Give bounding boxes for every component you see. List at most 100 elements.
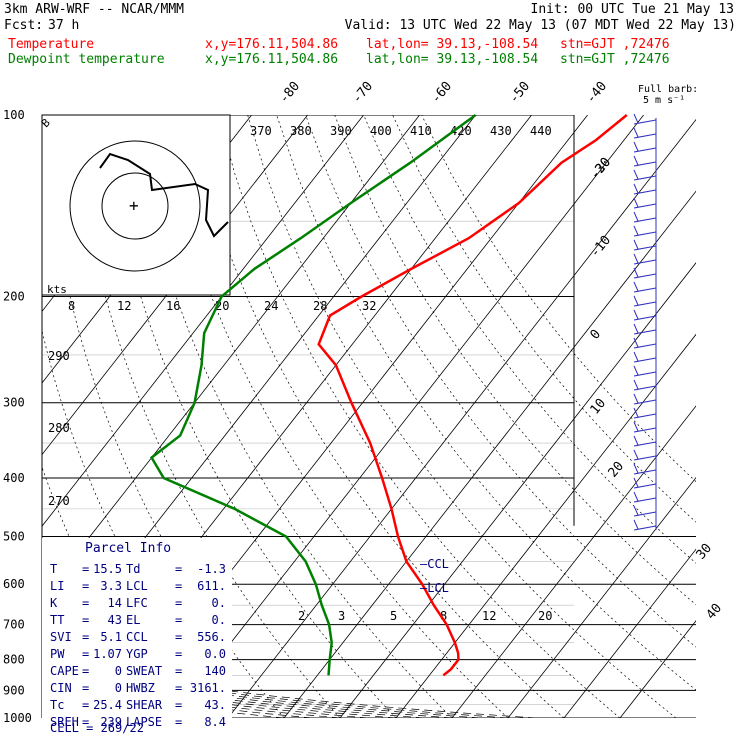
parcel-value-8: 25.4 xyxy=(93,698,122,712)
parcel-key-4: SVI xyxy=(50,630,72,644)
parcel-key-1: LI xyxy=(50,579,64,593)
temp-latlon: lat,lon= 39.13,-108.54 xyxy=(366,37,539,52)
parcel-value2-5: 0.0 xyxy=(204,647,226,661)
mixratio-label-12: 12 xyxy=(482,609,496,623)
pressure-label-400: 400 xyxy=(3,471,25,485)
parcel-eq-6: = xyxy=(82,664,89,678)
parcel-key2-8: SHEAR xyxy=(126,698,163,712)
wind-barb xyxy=(633,211,657,223)
parcel-value-5: 1.07 xyxy=(93,647,122,661)
dry-adiabat-30 xyxy=(160,115,509,718)
parcel-key2-1: LCL xyxy=(126,579,148,593)
parcel-value-3: 43 xyxy=(108,613,122,627)
parcel-eq-0: = xyxy=(82,562,89,576)
parcel-value-2: 14 xyxy=(108,596,122,610)
parcel-eq2-2: = xyxy=(175,596,182,610)
dry-adiabat-40 xyxy=(189,115,565,718)
parcel-key2-7: HWBZ xyxy=(126,681,155,695)
wind-barb xyxy=(633,421,657,433)
theta-label-390: 390 xyxy=(330,124,352,138)
theta-label-410: 410 xyxy=(410,124,432,138)
pressure-label-500: 500 xyxy=(3,529,25,543)
dry-adiabat-120 xyxy=(421,115,696,483)
mixratio-label-2: 2 xyxy=(298,609,305,623)
model-title: 3km ARW-WRF -- NCAR/MMM xyxy=(4,2,185,17)
dry-adiabat-80 xyxy=(305,115,696,648)
wind-barb xyxy=(633,267,657,279)
theta-side-label-0: 290 xyxy=(48,349,70,363)
parcel-key-6: CAPE xyxy=(50,664,79,678)
parcel-value-0: 15.5 xyxy=(93,562,122,576)
fcst-label: Fcst: xyxy=(4,18,44,33)
parcel-eq-2: = xyxy=(82,596,89,610)
hodo-ring-label-12: 12 xyxy=(117,299,131,313)
dry-adiabat-60 xyxy=(247,115,677,718)
temp-stn: stn=GJT ,72476 xyxy=(560,37,670,52)
wind-barb xyxy=(633,435,657,447)
wind-barb xyxy=(633,379,657,391)
dry-adiabat-10 xyxy=(102,115,397,718)
parcel-eq2-9: = xyxy=(175,715,182,729)
parcel-key2-0: Td xyxy=(126,562,140,576)
wind-barb xyxy=(633,505,657,517)
temp-label-top-1: -70 xyxy=(350,79,377,107)
temp-label-top-3: -50 xyxy=(507,79,534,107)
isotherm-30 xyxy=(507,476,696,718)
wind-barb xyxy=(633,239,657,251)
isotherm-40 xyxy=(563,548,696,718)
profile-dewpoint xyxy=(149,113,477,676)
parcel-key-3: TT xyxy=(50,613,64,627)
parcel-title: Parcel Info xyxy=(85,541,171,556)
hodo-ring-label-28: 28 xyxy=(313,299,327,313)
dew-latlon: lat,lon= 39.13,-108.54 xyxy=(366,52,539,67)
theta-label-370: 370 xyxy=(250,124,272,138)
wind-barb xyxy=(633,491,657,503)
dry-adiabat-110 xyxy=(392,115,696,523)
wind-barb xyxy=(633,183,657,195)
hodograph-trace xyxy=(99,152,229,238)
fcst-value: 37 h xyxy=(48,18,80,33)
pressure-label-100: 100 xyxy=(3,108,25,122)
parcel-value2-3: 0. xyxy=(212,613,226,627)
isotherm-10 xyxy=(395,333,696,718)
hodo-ring-label-16: 16 xyxy=(166,299,180,313)
init-time: Init: 00 UTC Tue 21 May 13 xyxy=(530,2,735,17)
wind-barb xyxy=(633,295,657,307)
dewpoint-legend: Dewpoint temperature xyxy=(8,52,165,67)
parcel-eq-7: = xyxy=(82,681,89,695)
parcel-eq2-5: = xyxy=(175,647,182,661)
wind-barb xyxy=(633,141,657,153)
dry-adiabat-100 xyxy=(363,115,696,564)
parcel-cell: CELL = 269/22 xyxy=(50,721,144,735)
wind-barb xyxy=(633,169,657,181)
parcel-eq-5: = xyxy=(82,647,89,661)
pressure-label-1000: 1000 xyxy=(3,711,32,725)
isotherm--70 xyxy=(42,115,420,599)
parcel-key2-9: LAPSE xyxy=(126,715,162,729)
theta-label-400: 400 xyxy=(370,124,392,138)
pressure-label-600: 600 xyxy=(3,577,25,591)
barb-unit: 5 m s⁻¹ xyxy=(643,95,685,106)
mixratio-label-8: 8 xyxy=(440,609,447,623)
wind-barb xyxy=(633,351,657,363)
wind-barb xyxy=(633,519,657,531)
parcel-key2-5: YGP xyxy=(126,647,148,661)
pressure-label-800: 800 xyxy=(3,653,25,667)
ccl-marker: —CCL xyxy=(420,557,449,571)
parcel-eq-3: = xyxy=(82,613,89,627)
parcel-key2-2: LFC xyxy=(126,596,148,610)
temp-label-top-0: -80 xyxy=(277,79,304,107)
parcel-key-7: CIN xyxy=(50,681,72,695)
hodo-origin: + xyxy=(129,196,139,215)
parcel-value2-8: 43. xyxy=(204,698,226,712)
mixratio-label-20: 20 xyxy=(538,609,552,623)
dew-stn: stn=GJT ,72476 xyxy=(560,52,670,67)
parcel-eq2-1: = xyxy=(175,579,182,593)
wind-barb xyxy=(633,407,657,419)
parcel-key-5: PW xyxy=(50,647,65,661)
wind-barb xyxy=(633,155,657,167)
parcel-value2-1: 611. xyxy=(197,579,226,593)
theta-label-430: 430 xyxy=(490,124,512,138)
hodograph-box xyxy=(41,114,231,296)
